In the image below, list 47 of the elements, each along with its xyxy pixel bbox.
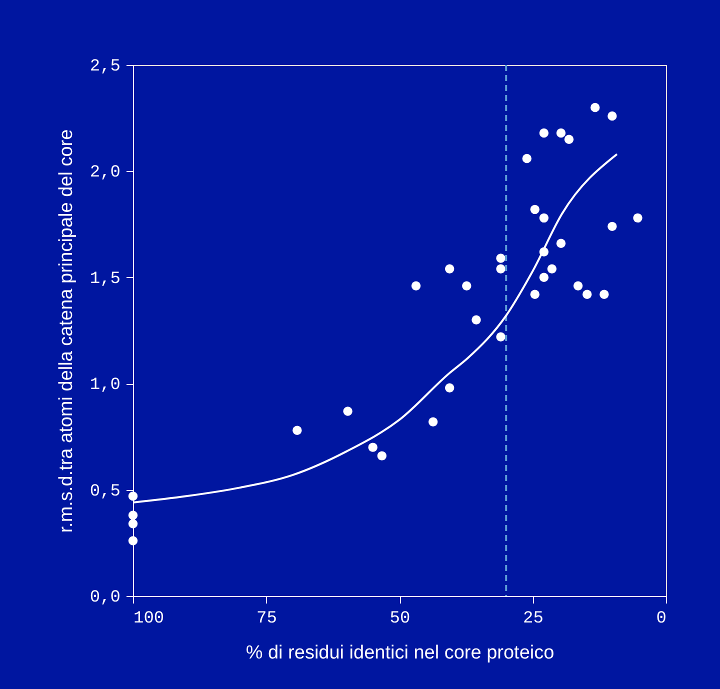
point	[444, 264, 454, 274]
point	[377, 451, 387, 460]
point	[539, 128, 549, 138]
point	[530, 204, 540, 214]
x-tick-label: 100	[134, 610, 164, 628]
point	[496, 332, 506, 342]
point	[292, 426, 302, 435]
point	[530, 290, 540, 299]
point	[564, 134, 574, 144]
point	[428, 417, 438, 426]
x-tick-label: 25	[523, 610, 544, 628]
point	[539, 272, 549, 282]
point	[556, 238, 566, 248]
x-axis-title: % di residui identici nel core proteico	[246, 642, 554, 664]
point	[128, 492, 138, 501]
point	[582, 290, 592, 299]
point	[608, 222, 617, 232]
point	[128, 510, 138, 520]
point	[128, 536, 138, 546]
point	[547, 264, 557, 274]
point	[556, 128, 566, 138]
point	[539, 213, 549, 223]
x-tick-label: 0	[656, 610, 666, 628]
point	[472, 315, 481, 324]
y-tick-label: 0,0	[90, 588, 120, 608]
point	[444, 383, 454, 392]
x-tick-label: 75	[256, 610, 277, 628]
y-axis-title: r.m.s.d.tra atomi della catena principale del core	[56, 129, 77, 533]
point	[600, 290, 609, 299]
point	[573, 281, 583, 290]
y-tick-label: 2,0	[90, 164, 120, 183]
y-tick-label: 2,5	[90, 58, 120, 76]
point	[462, 281, 472, 290]
point	[522, 154, 532, 164]
point	[608, 111, 617, 121]
point	[590, 102, 600, 112]
point	[368, 442, 378, 452]
point	[128, 519, 138, 528]
point	[496, 254, 506, 263]
point	[343, 406, 352, 416]
y-tick-label: 1,0	[90, 376, 120, 396]
y-tick-label: 1,5	[90, 270, 120, 289]
point	[496, 264, 506, 274]
point	[633, 213, 642, 223]
y-tick-label: 0,5	[90, 482, 120, 502]
point	[411, 281, 421, 290]
x-tick-label: 50	[390, 610, 410, 628]
